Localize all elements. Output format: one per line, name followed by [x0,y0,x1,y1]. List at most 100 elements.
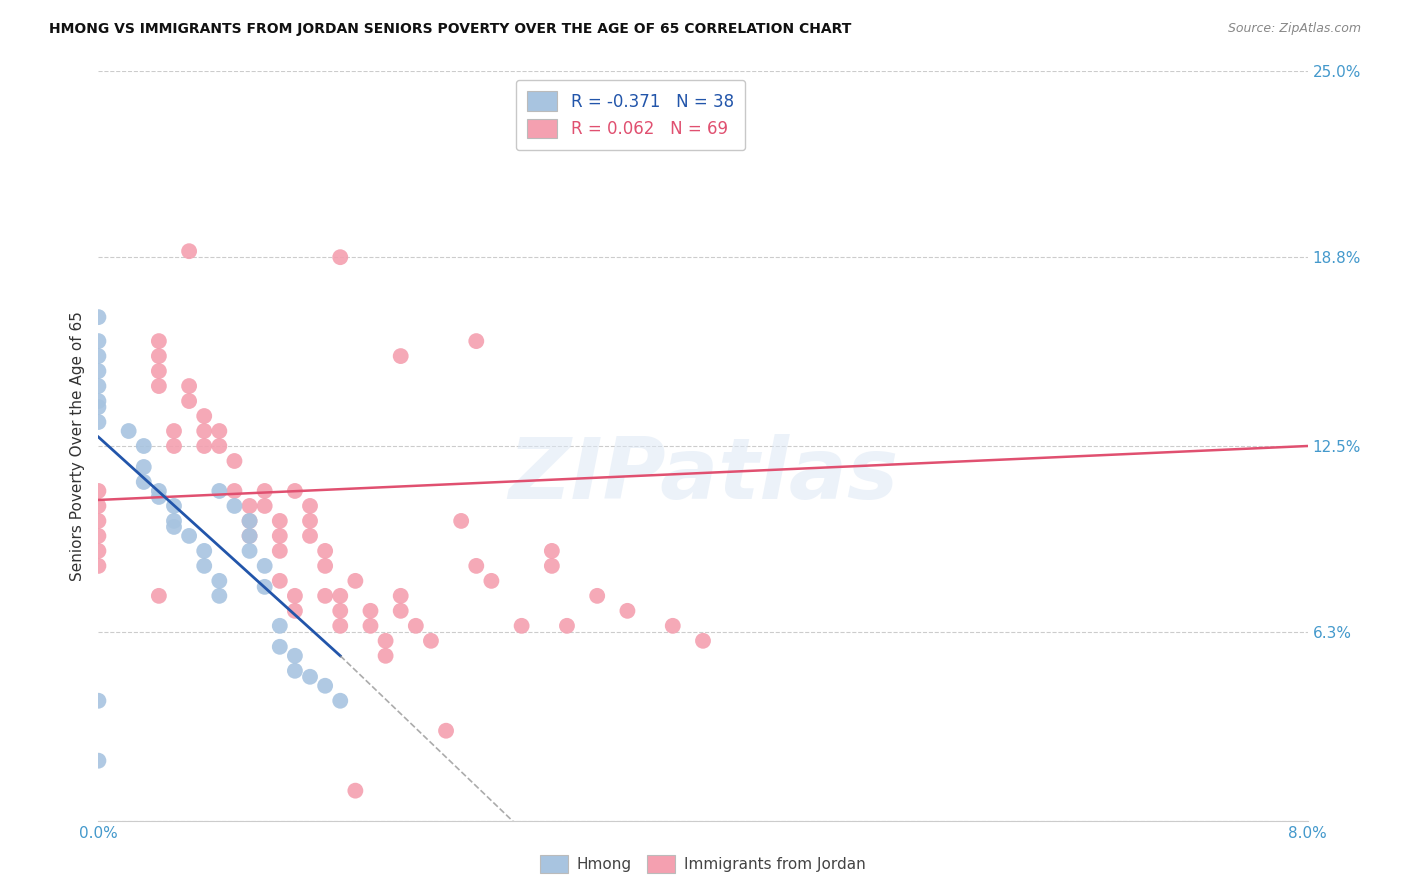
Point [253,558,276,573]
Point [148,483,170,498]
Point [555,619,578,633]
Point [148,379,170,393]
Point [239,499,262,513]
Point [179,394,201,409]
Point [269,619,291,633]
Point [314,544,336,558]
Point [329,694,352,708]
Point [87,499,110,513]
Point [179,244,201,259]
Point [389,349,412,363]
Point [87,400,110,414]
Point [661,619,683,633]
Point [465,558,488,573]
Point [284,648,307,663]
Point [344,783,367,797]
Point [193,424,215,438]
Point [465,334,488,348]
Point [179,379,201,393]
Point [132,439,155,453]
Y-axis label: Seniors Poverty Over the Age of 65: Seniors Poverty Over the Age of 65 [69,311,84,581]
Point [299,499,322,513]
Point [481,574,503,588]
Point [239,514,262,528]
Point [132,460,155,475]
Point [87,558,110,573]
Point [239,529,262,543]
Point [87,694,110,708]
Point [118,424,141,438]
Point [208,574,231,588]
Point [87,349,110,363]
Point [224,454,246,468]
Point [329,250,352,264]
Point [540,558,562,573]
Point [87,754,110,768]
Point [193,439,215,453]
Point [692,633,714,648]
Point [284,589,307,603]
Point [344,574,367,588]
Point [224,483,246,498]
Point [148,589,170,603]
Point [87,514,110,528]
Point [148,349,170,363]
Point [374,648,396,663]
Point [87,529,110,543]
Point [540,544,562,558]
Point [329,589,352,603]
Point [87,379,110,393]
Point [284,604,307,618]
Point [299,670,322,684]
Point [148,364,170,378]
Point [239,544,262,558]
Point [360,604,382,618]
Text: ZIPatlas: ZIPatlas [508,434,898,517]
Point [163,514,186,528]
Point [163,424,186,438]
Point [389,589,412,603]
Point [87,483,110,498]
Point [193,558,215,573]
Point [269,640,291,654]
Point [208,439,231,453]
Point [208,589,231,603]
Legend: Hmong, Immigrants from Jordan: Hmong, Immigrants from Jordan [533,847,873,880]
Point [163,499,186,513]
Point [284,483,307,498]
Point [87,544,110,558]
Point [148,490,170,504]
Text: HMONG VS IMMIGRANTS FROM JORDAN SENIORS POVERTY OVER THE AGE OF 65 CORRELATION C: HMONG VS IMMIGRANTS FROM JORDAN SENIORS … [49,22,852,37]
Point [616,604,638,618]
Point [239,514,262,528]
Point [87,310,110,325]
Point [329,604,352,618]
Point [434,723,457,738]
Text: Source: ZipAtlas.com: Source: ZipAtlas.com [1227,22,1361,36]
Point [132,475,155,489]
Point [450,514,472,528]
Point [87,394,110,409]
Point [193,544,215,558]
Point [224,499,246,513]
Point [87,334,110,348]
Point [269,529,291,543]
Point [148,334,170,348]
Point [253,483,276,498]
Point [269,574,291,588]
Point [314,679,336,693]
Point [360,619,382,633]
Point [405,619,427,633]
Point [87,364,110,378]
Point [389,604,412,618]
Point [253,499,276,513]
Point [314,558,336,573]
Point [163,439,186,453]
Point [510,619,533,633]
Point [269,514,291,528]
Point [193,409,215,423]
Point [208,424,231,438]
Point [314,589,336,603]
Point [420,633,443,648]
Point [179,529,201,543]
